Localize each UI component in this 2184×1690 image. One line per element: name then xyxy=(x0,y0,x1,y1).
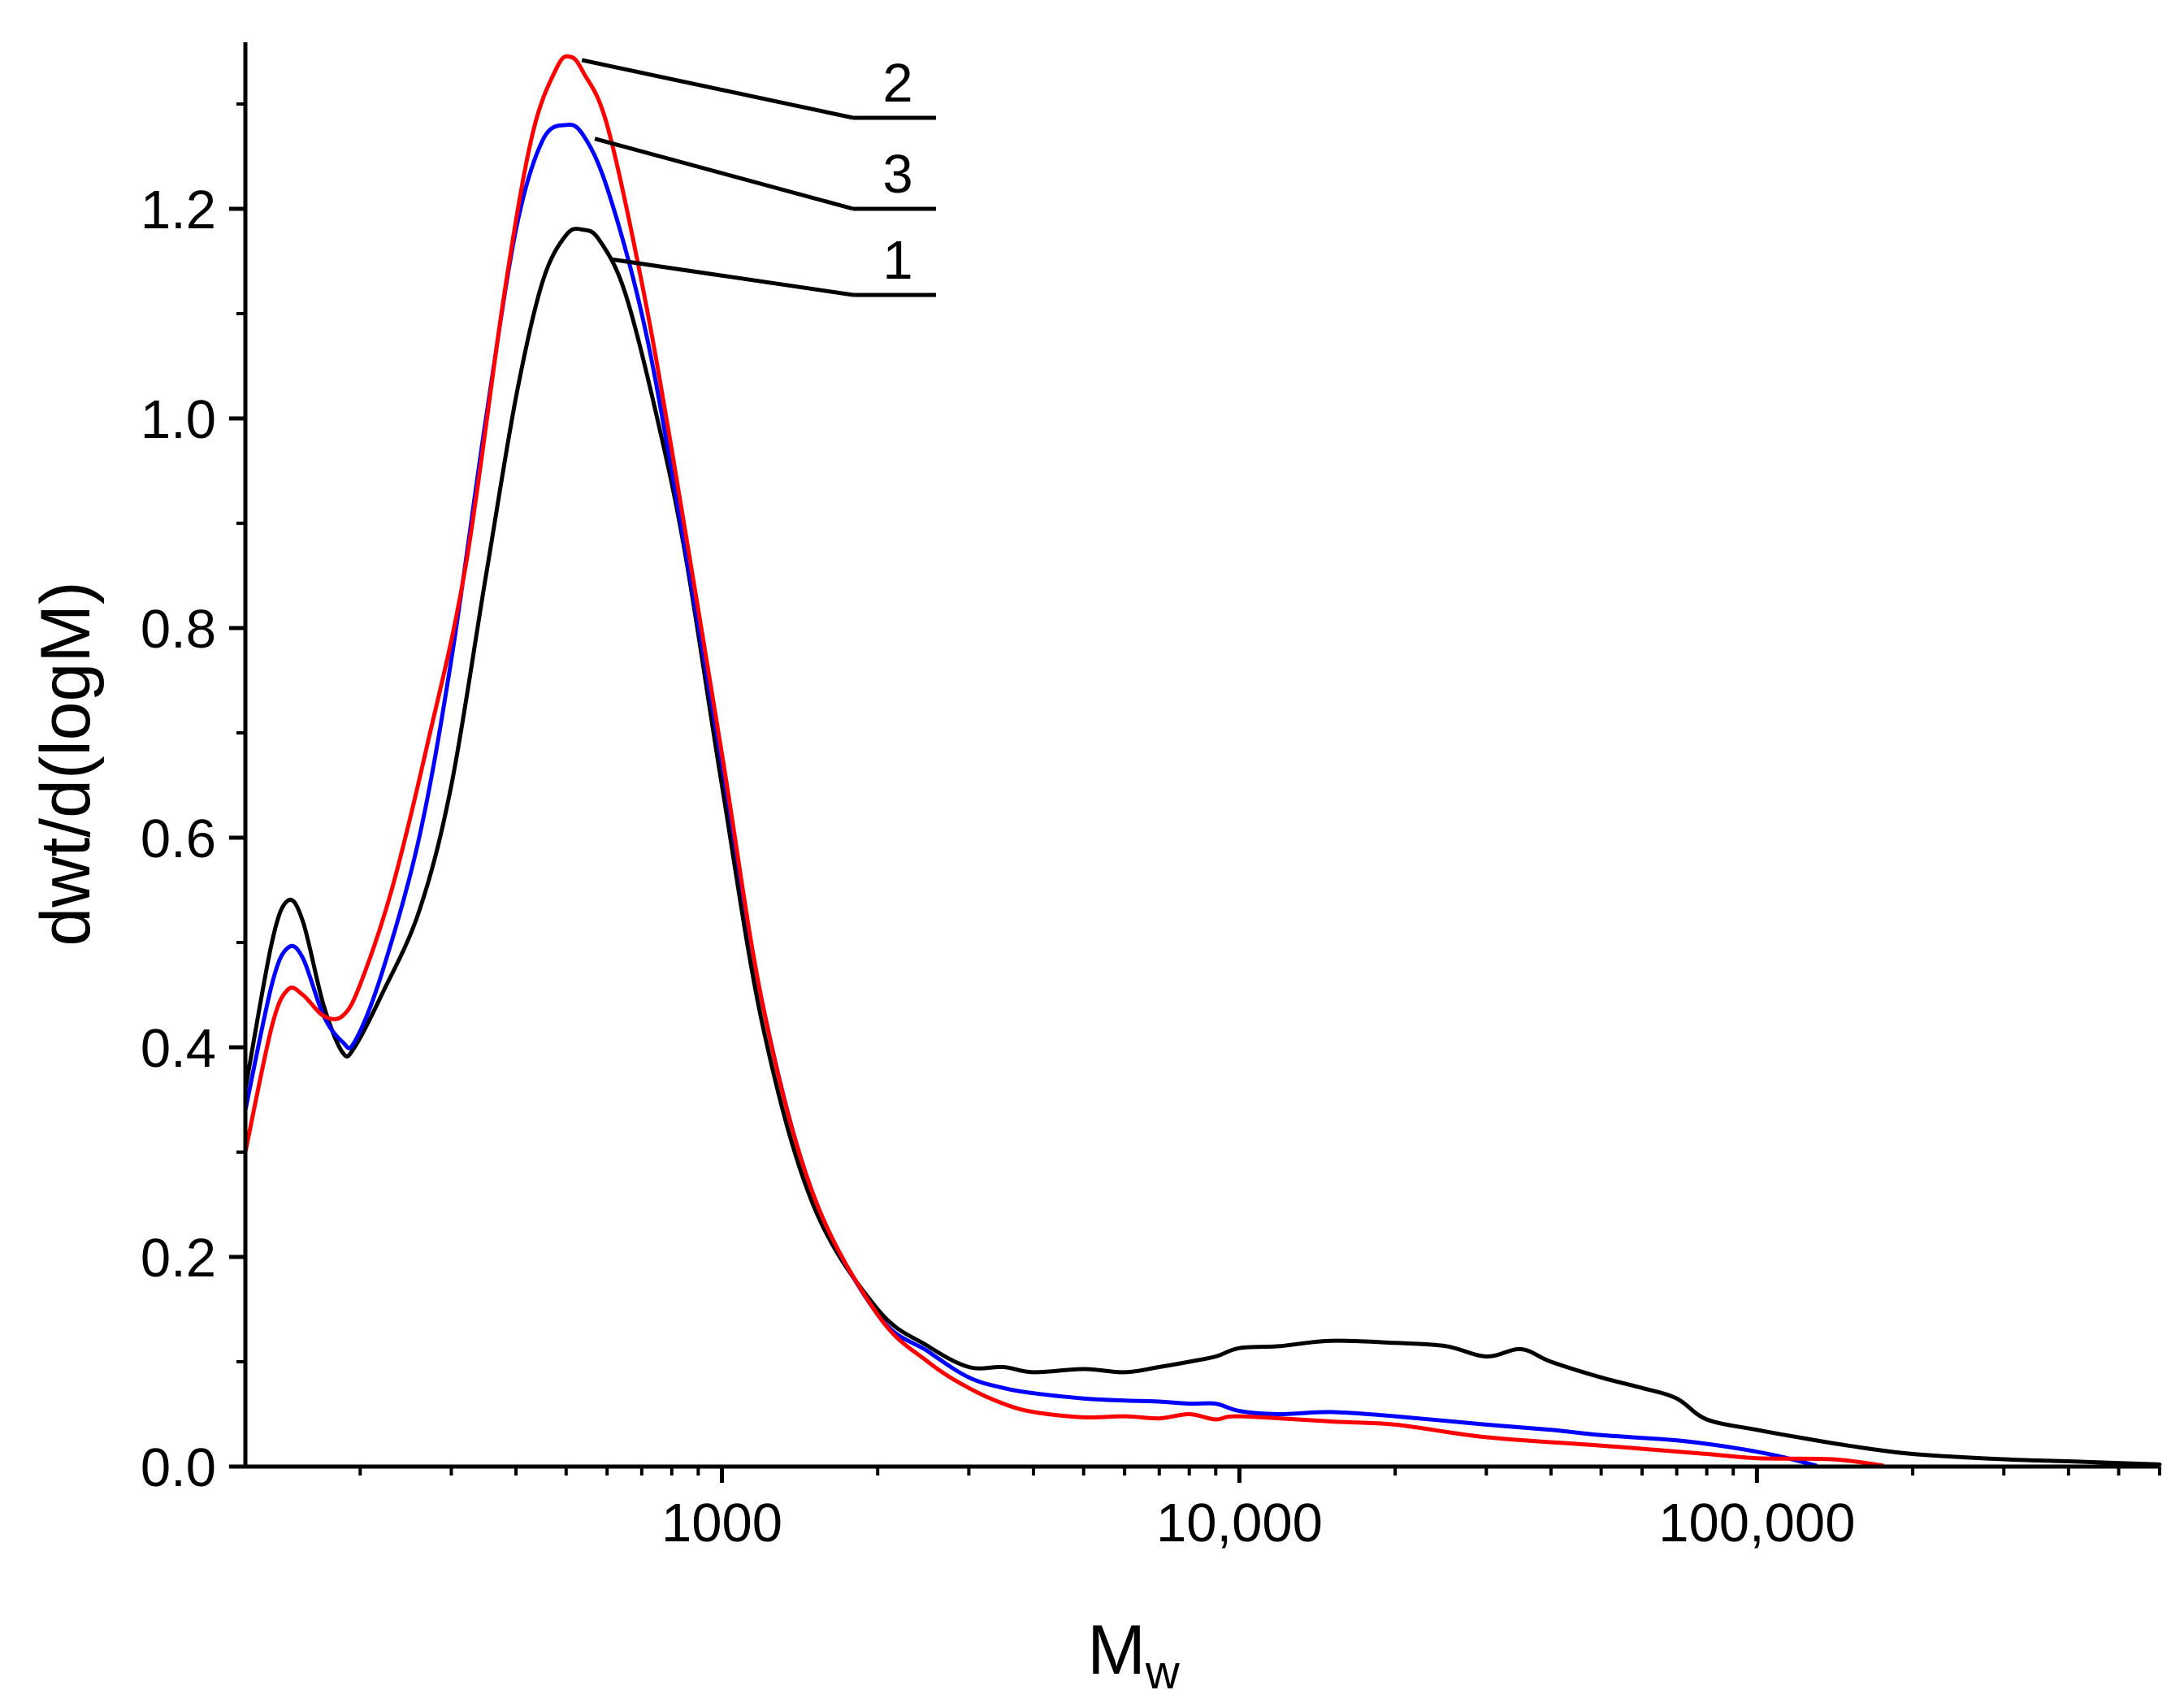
y-tick-label: 0.2 xyxy=(141,1228,216,1289)
annotation-label-2: 2 xyxy=(882,53,912,114)
x-tick-label: 100,000 xyxy=(1658,1493,1855,1554)
y-axis-title: dwt/d(logM) xyxy=(27,581,105,946)
annotation-leader-2 xyxy=(581,58,854,120)
annotation-leader-1 xyxy=(610,257,854,297)
y-tick-layer: 0.0 0.2 0.4 0.6 0.8 1.0 1.2 xyxy=(141,102,245,1498)
y-tick-label: 1.2 xyxy=(141,180,216,240)
annotation-label-3: 3 xyxy=(882,144,912,205)
series-line-2 xyxy=(243,54,1885,1468)
plot-area: 2 3 1 0.0 0.2 0.4 0.6 0.8 1.0 1.2 1000 10,000 100,… xyxy=(141,42,2162,1554)
y-tick-label: 0.4 xyxy=(141,1018,216,1079)
y-tick-label: 0.8 xyxy=(141,599,216,660)
x-axis-title: Mw xyxy=(1087,1611,1181,1690)
x-axis-title-subscript: w xyxy=(1145,1646,1181,1690)
x-tick-layer: 1000 10,000 100,000 xyxy=(358,1467,2161,1554)
y-tick-label: 0.6 xyxy=(141,808,216,869)
x-tick-label: 10,000 xyxy=(1156,1493,1323,1554)
y-tick-label: 1.0 xyxy=(141,389,216,450)
y-tick-label: 0.0 xyxy=(141,1437,216,1498)
series-layer xyxy=(243,54,2162,1468)
annotation-label-1: 1 xyxy=(882,230,912,291)
x-axis-title-main: M xyxy=(1087,1611,1146,1689)
annotation-leader-3 xyxy=(594,136,854,211)
annotation-layer: 2 3 1 xyxy=(581,53,936,297)
x-tick-label: 1000 xyxy=(661,1493,782,1554)
